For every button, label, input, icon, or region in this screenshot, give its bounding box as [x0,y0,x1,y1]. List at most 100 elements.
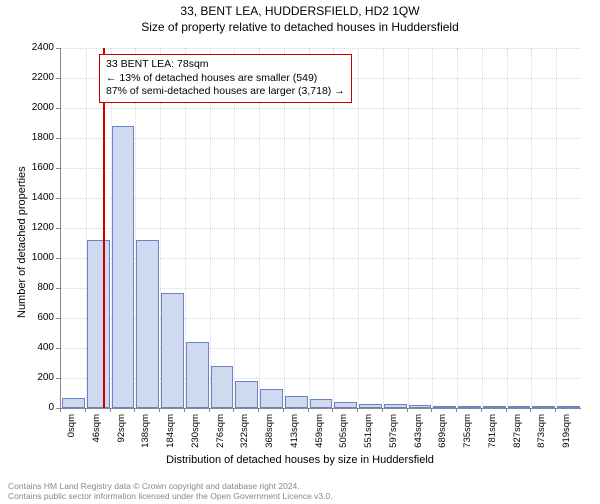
x-tick [159,408,160,412]
histogram-bar [409,405,432,408]
gridline-vertical [432,48,433,408]
y-tick-label: 400 [24,342,54,353]
x-tick-label: 138sqm [140,414,151,454]
histogram-bar [483,406,506,408]
histogram-bar [433,406,456,408]
x-tick-label: 459sqm [314,414,325,454]
x-tick [357,408,358,412]
gridline-horizontal [61,108,581,109]
x-tick [85,408,86,412]
histogram-bar [508,406,531,408]
histogram-bar [557,406,580,408]
x-tick [134,408,135,412]
histogram-bar [87,240,110,408]
gridline-vertical [482,48,483,408]
x-tick-label: 643sqm [413,414,424,454]
y-tick [56,138,60,139]
y-tick-label: 1800 [24,132,54,143]
y-tick-label: 1400 [24,192,54,203]
x-tick [431,408,432,412]
histogram-bar [161,293,184,409]
gridline-horizontal [61,198,581,199]
x-axis-label: Distribution of detached houses by size … [0,454,600,466]
gridline-vertical [457,48,458,408]
y-tick [56,168,60,169]
gridline-vertical [531,48,532,408]
gridline-vertical [507,48,508,408]
x-tick-label: 276sqm [215,414,226,454]
x-tick-label: 919sqm [561,414,572,454]
info-box-line3: 87% of semi-detached houses are larger (… [106,85,345,99]
y-tick [56,318,60,319]
info-box: 33 BENT LEA: 78sqm ← 13% of detached hou… [99,54,352,103]
y-tick-label: 2400 [24,42,54,53]
x-tick-label: 0sqm [66,414,77,454]
y-tick-label: 1600 [24,162,54,173]
y-tick [56,48,60,49]
y-tick-label: 1000 [24,252,54,263]
y-tick-label: 2000 [24,102,54,113]
y-tick [56,108,60,109]
y-tick [56,198,60,199]
histogram-bar [458,406,481,408]
x-tick-label: 413sqm [289,414,300,454]
y-tick-label: 2200 [24,72,54,83]
histogram-bar [235,381,258,408]
x-tick [308,408,309,412]
y-tick [56,348,60,349]
x-tick [407,408,408,412]
gridline-vertical [408,48,409,408]
y-axis-label: Number of detached properties [16,166,28,318]
histogram-bar [62,398,85,409]
gridline-vertical [358,48,359,408]
x-tick-label: 368sqm [264,414,275,454]
footer-line2: Contains public sector information licen… [8,491,333,502]
y-tick-label: 0 [24,402,54,413]
chart-container: 33, BENT LEA, HUDDERSFIELD, HD2 1QW Size… [0,4,600,504]
x-tick-label: 230sqm [190,414,201,454]
gridline-horizontal [61,48,581,49]
x-tick [530,408,531,412]
x-tick-label: 551sqm [363,414,374,454]
histogram-bar [532,406,555,408]
y-tick-label: 800 [24,282,54,293]
x-tick [110,408,111,412]
histogram-bar [186,342,209,408]
x-tick [258,408,259,412]
y-tick [56,78,60,79]
histogram-bar [211,366,234,408]
x-tick-label: 184sqm [165,414,176,454]
x-tick [481,408,482,412]
y-tick [56,378,60,379]
y-tick-label: 200 [24,372,54,383]
gridline-horizontal [61,168,581,169]
gridline-horizontal [61,138,581,139]
histogram-bar [112,126,135,408]
histogram-bar [260,389,283,409]
x-tick-label: 735sqm [462,414,473,454]
gridline-horizontal [61,228,581,229]
footer-line1: Contains HM Land Registry data © Crown c… [8,481,333,492]
histogram-bar [285,396,308,408]
histogram-bar [359,404,382,409]
gridline-vertical [383,48,384,408]
x-tick [506,408,507,412]
x-tick [209,408,210,412]
x-tick [456,408,457,412]
histogram-bar [310,399,333,408]
x-tick [382,408,383,412]
histogram-bar [334,402,357,408]
y-tick [56,258,60,259]
chart-area: 33 BENT LEA: 78sqm ← 13% of detached hou… [60,48,580,408]
x-tick [60,408,61,412]
page-subtitle: Size of property relative to detached ho… [0,20,600,34]
histogram-bar [384,404,407,408]
histogram-bar [136,240,159,408]
plot-region: 33 BENT LEA: 78sqm ← 13% of detached hou… [60,48,581,409]
footer-attribution: Contains HM Land Registry data © Crown c… [8,481,333,502]
y-tick-label: 1200 [24,222,54,233]
x-tick [184,408,185,412]
x-tick-label: 46sqm [91,414,102,454]
x-tick-label: 322sqm [239,414,250,454]
x-tick-label: 505sqm [338,414,349,454]
